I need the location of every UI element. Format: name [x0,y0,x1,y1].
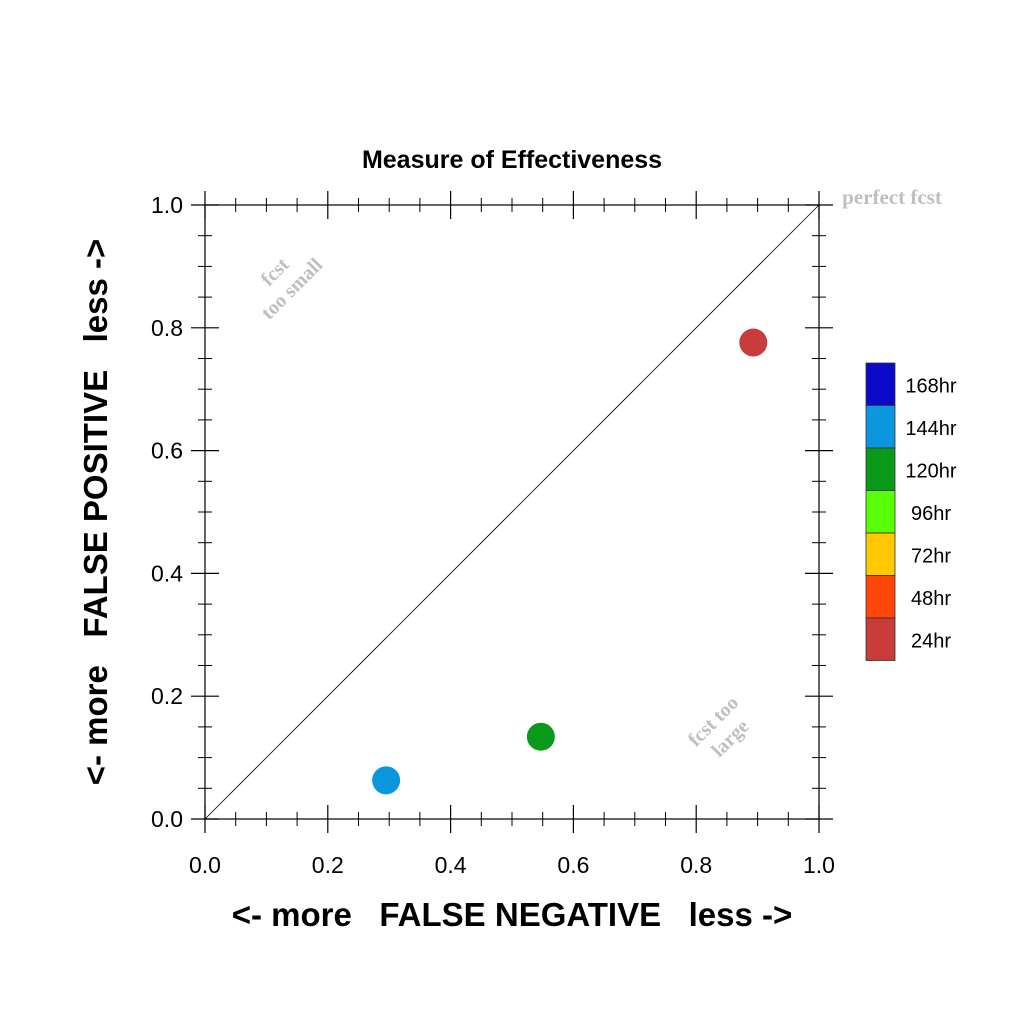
y-axis-label: <- more FALSE POSITIVE less -> [77,239,114,786]
legend: 168hr 144hr 120hr 96hr 72hr 48hr 24hr [865,362,957,661]
y-tick-label: 0.6 [151,438,183,464]
annotation-perfect-fcst: perfect fcst [842,185,942,209]
data-point-24hr [739,328,768,357]
annotation-fcst-too-large: fcst too large [684,692,754,762]
data-point-120hr [526,722,555,751]
legend-label-24hr: 24hr [911,630,951,652]
data-point-144hr [372,766,401,795]
legend-label-144hr: 144hr [905,418,956,440]
legend-label-48hr: 48hr [911,588,951,610]
x-tick-label: 0.8 [680,852,712,878]
legend-swatch-96hr [865,490,896,534]
legend-swatch-168hr [865,362,896,406]
legend-swatch-48hr [865,575,896,619]
y-tick-label: 0.0 [151,806,183,832]
legend-label-120hr: 120hr [905,460,956,482]
x-tick-label: 0.2 [312,852,344,878]
y-tick-label: 0.8 [151,315,183,341]
x-tick-label: 1.0 [803,852,835,878]
legend-swatch-144hr [865,405,896,449]
x-tick-label: 0.4 [435,852,467,878]
y-tick-label: 0.4 [151,560,183,586]
legend-swatch-24hr [865,617,896,661]
legend-label-72hr: 72hr [911,545,951,567]
chart-title: Measure of Effectiveness [362,146,662,174]
x-axis-label: <- more FALSE NEGATIVE less -> [232,896,793,933]
x-tick-label: 0.6 [557,852,589,878]
y-tick-label: 0.2 [151,683,183,709]
annotation-fcst-too-small: fcst too small [257,253,328,324]
legend-label-168hr: 168hr [905,375,956,397]
legend-swatch-72hr [865,532,896,576]
plot-area: 0.00.0 0.2 0.2 0.4 0.4 0.6 0.6 0.8 0.8 1.0 1.0 [151,191,835,878]
x-tick-label: 0.0 [189,852,221,878]
perfect-forecast-diagonal [204,204,820,820]
legend-label-96hr: 96hr [911,503,951,525]
legend-swatch-120hr [865,447,896,491]
y-tick-label: 1.0 [151,192,183,218]
